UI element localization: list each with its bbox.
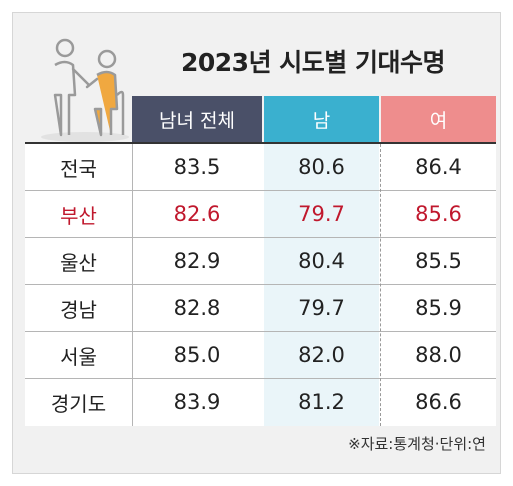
region-cell: 경기도 bbox=[50, 391, 107, 416]
column-header-male: 남 bbox=[264, 96, 379, 142]
region-cell: 서울 bbox=[60, 344, 97, 369]
source-note: ※자료:통계청·단위:연 bbox=[348, 435, 486, 453]
region-cell: 전국 bbox=[60, 156, 97, 181]
male-column-band bbox=[264, 144, 379, 426]
region-cell: 울산 bbox=[60, 250, 97, 275]
female-cell: 88.0 bbox=[415, 343, 462, 367]
female-cell: 86.4 bbox=[415, 155, 462, 179]
male-cell: 80.6 bbox=[298, 155, 345, 179]
elderly-couple-illustration-icon bbox=[41, 38, 129, 142]
total-cell: 82.9 bbox=[173, 249, 221, 273]
column-header-total: 남녀 전체 bbox=[132, 96, 262, 142]
female-cell: 86.6 bbox=[415, 390, 462, 414]
female-cell: 85.5 bbox=[415, 249, 462, 273]
region-cell: 부산 bbox=[60, 203, 97, 228]
region-divider bbox=[132, 144, 133, 426]
chart-title: 2023년 시도별 기대수명 bbox=[181, 48, 446, 77]
male-cell: 81.2 bbox=[298, 390, 345, 414]
female-divider bbox=[380, 144, 381, 426]
total-cell: 82.6 bbox=[173, 202, 221, 226]
infographic-card: 2023년 시도별 기대수명 남녀 전체 남 여 전국 83.5 80.6 86.4 부… bbox=[12, 12, 501, 474]
table-row: 경남 82.8 79.7 85.9 bbox=[25, 285, 496, 332]
male-cell: 82.0 bbox=[298, 343, 345, 367]
region-cell: 경남 bbox=[60, 297, 97, 322]
male-cell: 80.4 bbox=[298, 249, 345, 273]
total-cell: 82.8 bbox=[173, 296, 221, 320]
total-cell: 83.5 bbox=[173, 155, 221, 179]
data-table: 전국 83.5 80.6 86.4 부산 82.6 79.7 85.6 울산 82.9 80.4 85… bbox=[25, 142, 496, 426]
male-cell: 79.7 bbox=[298, 296, 345, 320]
table-row: 울산 82.9 80.4 85.5 bbox=[25, 238, 496, 285]
table-row: 전국 83.5 80.6 86.4 bbox=[25, 144, 496, 191]
table-row: 경기도 83.9 81.2 86.6 bbox=[25, 379, 496, 426]
total-cell: 83.9 bbox=[173, 390, 221, 414]
table-row: 부산 82.6 79.7 85.6 bbox=[25, 191, 496, 238]
total-cell: 85.0 bbox=[173, 343, 221, 367]
column-header-female: 여 bbox=[381, 96, 496, 142]
female-cell: 85.9 bbox=[415, 296, 462, 320]
table-row: 서울 85.0 82.0 88.0 bbox=[25, 332, 496, 379]
male-cell: 79.7 bbox=[298, 202, 345, 226]
female-cell: 85.6 bbox=[415, 202, 462, 226]
